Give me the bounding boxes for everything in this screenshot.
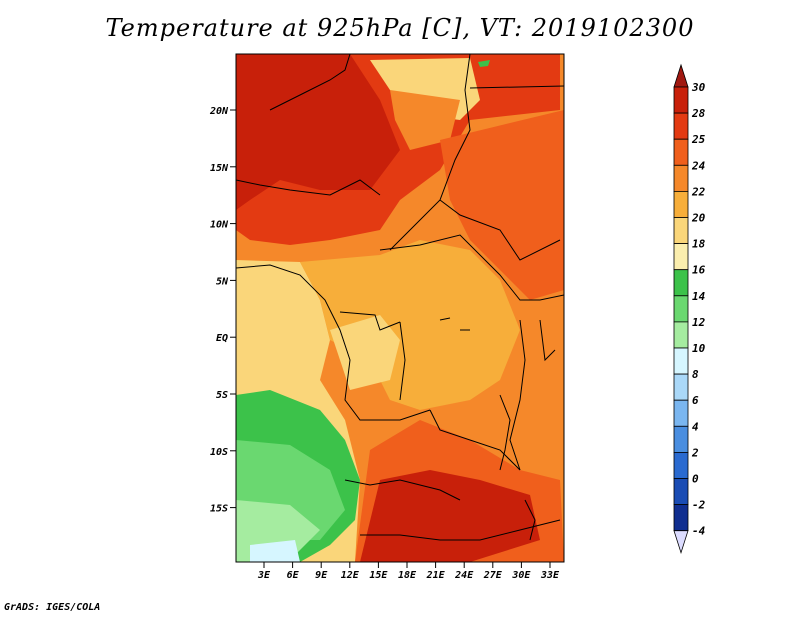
border-line [389,54,471,251]
lake-outline [499,394,511,471]
border-line [236,179,381,196]
lon-label: 33E [540,570,560,581]
colorbar-segment [673,217,689,245]
lat-label: 20N [209,106,229,117]
lat-label: 5N [216,276,229,287]
colorbar-segment [673,243,689,271]
colorbar-label: 14 [692,290,706,303]
lat-label: 10S [210,447,228,458]
colorbar-bottom-tip [673,530,689,555]
border-line [429,409,521,471]
longitude-axis: 3E 6E 9E 12E 15E 18E 21E 24E 27E 30E 33E [257,562,560,581]
colorbar-label: 16 [692,264,706,277]
colorbar-segment [673,321,689,349]
temperature-field [236,54,564,562]
field-zone-22 [300,240,520,410]
border-line [379,234,564,301]
field-zone-24-north [390,90,460,150]
lon-label: 18E [398,570,417,581]
lat-label: 10N [210,220,229,231]
colorbar-segment [673,190,689,218]
border-line [509,319,526,471]
colorbar-label: 10 [692,342,706,355]
colorbar-segment [673,164,689,192]
map-frame [235,53,565,563]
border-line [344,479,461,501]
colorbar-label: 2 [691,446,699,459]
lake-outline [539,319,556,362]
river-outline [439,317,470,331]
field-zone-10 [250,540,300,562]
colorbar-label: 4 [692,420,699,433]
country-borders [236,54,564,541]
field-zone-25-east [440,110,564,300]
colorbar-label: 0 [692,473,699,486]
colorbar-label: 12 [692,316,706,329]
border-line [399,321,406,401]
border-line [360,519,561,541]
border-line [339,311,401,331]
colorbar-label: 22 [691,185,706,198]
colorbar-segment [673,112,689,140]
colorbar-segment [673,504,689,532]
lon-label: 27E [483,570,503,581]
colorbar-label: 30 [691,81,706,94]
grads-credit: GrADS: IGES/COLA [4,602,101,613]
lon-label: 9E [315,570,328,581]
colorbar-label: 8 [692,368,699,381]
colorbar-segment [673,451,689,479]
colorbar-label: 24 [691,159,706,172]
colorbar-segment [673,373,689,401]
lon-label: 24E [454,570,474,581]
border-line [269,54,351,111]
colorbar-label: 6 [692,394,699,407]
colorbar-segment [673,269,689,297]
latitude-axis: 20N 15N 10N 5N EQ 5S 10S 15S [209,106,236,515]
colorbar-label: -4 [692,525,706,538]
lat-label: 5S [216,390,228,401]
colorbar-segment [673,478,689,506]
colorbar-segment [673,138,689,166]
colorbar-label: 20 [691,212,706,225]
lon-label: 21E [426,570,446,581]
colorbar-segment [673,399,689,427]
lat-label: 15N [210,163,229,174]
lat-label: 15S [210,504,228,515]
colorbar-top-tip [673,63,689,88]
colorbar-segment [673,86,689,114]
colorbar-segment [673,347,689,375]
border-line [236,264,431,421]
field-patch-green-north [478,60,490,67]
lake-outline [524,499,536,541]
colorbar-label: -2 [692,499,706,512]
colorbar-label: 25 [691,133,706,146]
colorbar-segment [673,295,689,323]
lon-label: 15E [369,570,388,581]
lon-label: 3E [257,570,271,581]
map-title: Temperature at 925hPa [C], VT: 201910230… [105,14,695,42]
colorbar-label: 28 [691,107,706,120]
lon-label: 6E [287,570,300,581]
field-zone-30 [236,54,400,210]
colorbar-label: 18 [692,238,706,251]
lon-label: 12E [341,570,360,581]
border-line [469,85,564,89]
field-zone-20b [330,315,400,390]
colorbar-segment [673,425,689,453]
lon-label: 30E [511,570,531,581]
field-zone-30-south [360,470,540,562]
border-line [439,199,561,261]
lat-label: EQ [216,333,228,344]
